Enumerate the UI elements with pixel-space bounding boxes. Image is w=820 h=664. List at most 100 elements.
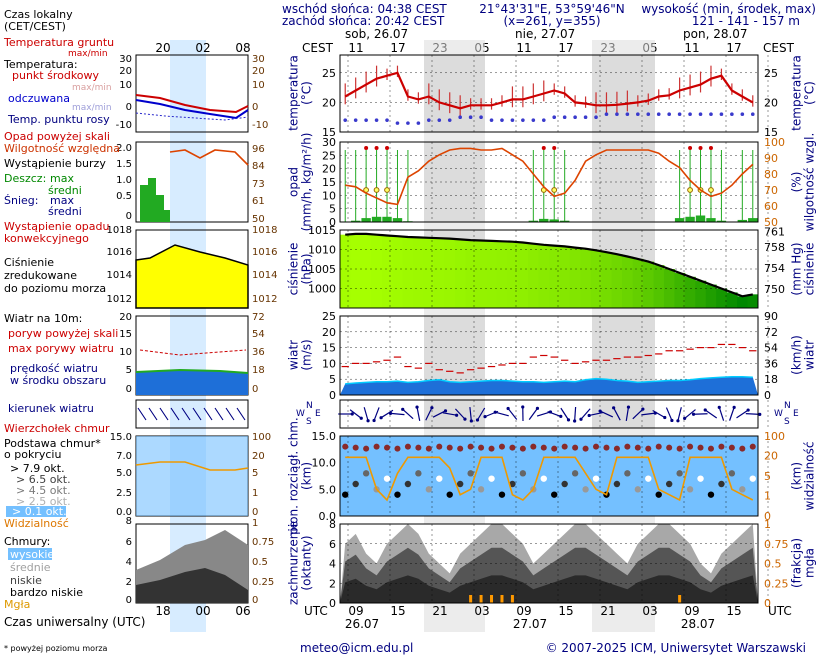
dewpoint-point bbox=[417, 121, 421, 125]
dewpoint-point bbox=[720, 112, 724, 116]
fog-tick-right: 1 bbox=[764, 518, 771, 531]
cb-top-point bbox=[384, 445, 390, 451]
cb-top-point bbox=[363, 446, 369, 452]
compass-letter: W bbox=[774, 409, 783, 419]
dewpoint-point bbox=[678, 112, 682, 116]
humidity-tick-right: 100 bbox=[764, 136, 785, 149]
precip-tick-left: 25 bbox=[322, 149, 336, 162]
legend-tick-left: 1018 bbox=[107, 225, 132, 236]
dewpoint-point bbox=[469, 115, 473, 119]
legend-gust-max: max porywy wiatru bbox=[8, 342, 114, 355]
cb-top-point bbox=[677, 446, 683, 452]
wind-arrow-head bbox=[758, 413, 761, 416]
pressure-area-column bbox=[486, 241, 497, 308]
sunset-text: zachód słońca: 20:42 CEST bbox=[282, 14, 445, 28]
axis-title-line: zachmurzenie bbox=[287, 521, 301, 605]
legend-local-time-2: (CET/CEST) bbox=[4, 20, 66, 33]
legend-tick-left: 20 bbox=[119, 312, 132, 323]
dewpoint-point bbox=[406, 121, 410, 125]
dewpoint-point bbox=[354, 118, 358, 122]
temp-tick-left: 25 bbox=[322, 67, 336, 80]
legend-rain-bar bbox=[164, 210, 170, 222]
axis-title-line: (m/s) bbox=[300, 339, 314, 370]
pressure-area-column bbox=[434, 238, 445, 308]
pressure-area-column bbox=[549, 246, 560, 308]
legend-utc-tick: 06 bbox=[235, 604, 250, 618]
legend-cloud-bg bbox=[136, 436, 248, 516]
legend-snow-mean: średni bbox=[48, 205, 82, 218]
axis-title-line: temperatura bbox=[287, 55, 301, 131]
pressure-area-column bbox=[685, 277, 696, 308]
utc-label-left: UTC bbox=[304, 604, 328, 618]
cover-tick-left: 2 bbox=[329, 577, 336, 590]
legend-tick-left: 10 bbox=[119, 80, 132, 91]
precip-above-marker bbox=[542, 146, 546, 150]
dewpoint-point bbox=[751, 112, 755, 116]
pressure-area-column bbox=[612, 254, 623, 308]
pressure-area-column bbox=[570, 248, 581, 308]
utc-date: 28.07 bbox=[681, 617, 715, 631]
pressure-area-column bbox=[580, 249, 591, 308]
wind-arrow-head bbox=[521, 405, 524, 408]
legend-visibility: Widzialność bbox=[4, 517, 69, 530]
wind-tick-left: 5 bbox=[329, 373, 336, 386]
cloud-base-point bbox=[676, 470, 682, 476]
humidity-tick-right: 60 bbox=[764, 200, 778, 213]
legend-humidity: Wilgotność względna bbox=[4, 142, 120, 155]
cb-top-point bbox=[656, 444, 662, 450]
utc-tick: 09 bbox=[684, 604, 699, 618]
dewpoint-point bbox=[396, 121, 400, 125]
cloud-base-point bbox=[520, 470, 526, 476]
pressure-tick-right: 758 bbox=[764, 241, 785, 254]
dewpoint-point bbox=[605, 112, 609, 116]
cloud-base-point bbox=[405, 481, 411, 487]
fog-bar bbox=[480, 595, 483, 603]
legend-dewpoint: Temp. punktu rosy bbox=[7, 113, 110, 126]
visibility-tick-right: 5 bbox=[764, 470, 771, 483]
wind-arrow-head bbox=[483, 415, 486, 418]
wind-arrow-head bbox=[463, 418, 466, 421]
cb-top-point bbox=[708, 446, 714, 452]
fog-tick-right: 0.75 bbox=[764, 538, 789, 551]
dewpoint-point bbox=[532, 118, 536, 122]
axis-title-line: temperatura bbox=[790, 55, 804, 131]
cloud-base-point bbox=[415, 470, 421, 476]
cb-top-point bbox=[729, 445, 735, 451]
pressure-area-column bbox=[371, 235, 382, 308]
legend-rain: Deszcz: bbox=[4, 172, 46, 185]
wind-tick-right: 36 bbox=[764, 357, 778, 370]
axis-title-line: wiatr bbox=[287, 340, 301, 370]
legend-tick-right: 0.75 bbox=[252, 537, 274, 548]
cb-top-point bbox=[342, 444, 348, 450]
legend-tick-left: 15.0 bbox=[110, 432, 132, 443]
cloud-base-point bbox=[478, 486, 484, 492]
cloud-base-point bbox=[739, 486, 745, 492]
axis-title-line: wilgotność wzgl. bbox=[803, 133, 817, 232]
wind-tick-right: 18 bbox=[764, 373, 778, 386]
cb-top-point bbox=[436, 444, 442, 450]
dewpoint-point bbox=[699, 112, 703, 116]
utc-tick: 15 bbox=[558, 604, 573, 618]
legend-tick-right: 1018 bbox=[252, 225, 277, 236]
legend-tick-right: 54 bbox=[252, 329, 265, 340]
dewpoint-point bbox=[688, 112, 692, 116]
fog-bar bbox=[490, 595, 493, 603]
dewpoint-point bbox=[594, 115, 598, 119]
cover-tick-left: 6 bbox=[329, 538, 336, 551]
pressure-area-column bbox=[528, 244, 539, 308]
utc-tick: 21 bbox=[600, 604, 615, 618]
cb-top-point bbox=[562, 444, 568, 450]
cloud-tick-left: 15.0 bbox=[312, 430, 337, 443]
wind-arrow-head bbox=[567, 418, 570, 421]
fog-bar bbox=[511, 595, 514, 603]
utc-tick: 15 bbox=[726, 604, 741, 618]
utc-tick: 03 bbox=[474, 604, 489, 618]
legend-cl-high: wysokie bbox=[10, 548, 54, 561]
legend-footnote: * powyżej poziomu morza bbox=[4, 644, 108, 653]
wind-arrow-head bbox=[389, 412, 392, 415]
legend-tick-left: 6 bbox=[126, 537, 132, 548]
legend-fog: Mgła bbox=[4, 598, 30, 611]
compass-letter: S bbox=[784, 417, 790, 427]
